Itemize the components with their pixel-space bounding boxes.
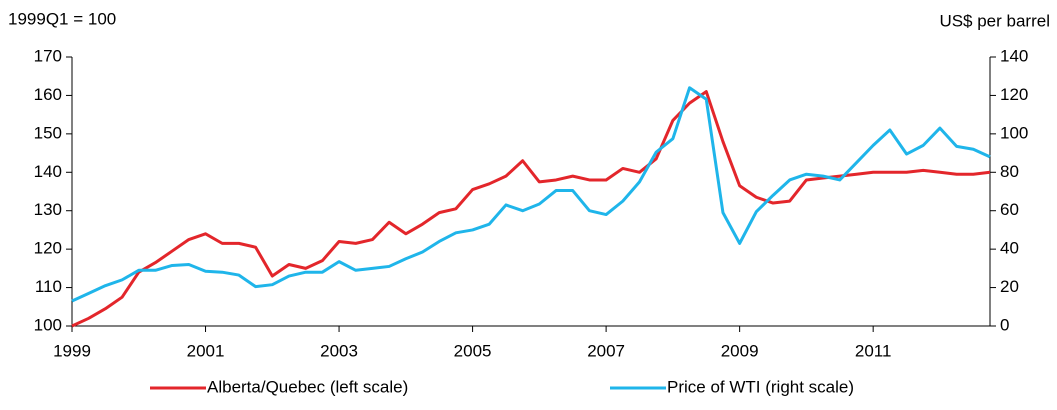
x-tick-label: 2001	[187, 341, 225, 360]
x-tick-label: 2007	[587, 341, 625, 360]
series-line	[71, 86, 991, 303]
y2-tick-label: 20	[1000, 277, 1019, 296]
y2-tick-label: 100	[1000, 123, 1028, 142]
x-tick-label: 2005	[454, 341, 492, 360]
x-tick-label: 2009	[721, 341, 759, 360]
left-axis-label: 1999Q1 = 100	[8, 9, 116, 28]
y-tick-label: 160	[34, 85, 62, 104]
y2-tick-label: 60	[1000, 200, 1019, 219]
y-tick-label: 100	[34, 315, 62, 334]
right-axis-label: US$ per barrel	[939, 11, 1050, 30]
x-tick-label: 2011	[855, 341, 892, 360]
y-tick-label: 140	[34, 162, 62, 181]
legend-label: Alberta/Quebec (left scale)	[207, 377, 408, 396]
y-tick-label: 130	[34, 200, 62, 219]
series-line	[71, 90, 991, 328]
y-tick-label: 110	[35, 277, 62, 296]
y2-tick-label: 120	[1000, 85, 1028, 104]
y2-tick-label: 0	[1000, 315, 1009, 334]
x-tick-label: 1999	[53, 341, 91, 360]
y2-tick-label: 80	[1000, 162, 1019, 181]
y-tick-label: 150	[34, 123, 62, 142]
y2-tick-label: 140	[1000, 46, 1028, 65]
x-tick-label: 2003	[320, 341, 358, 360]
y2-tick-label: 40	[1000, 239, 1019, 258]
y-tick-label: 120	[34, 239, 62, 258]
y-tick-label: 170	[34, 46, 62, 65]
legend-label: Price of WTI (right scale)	[667, 377, 854, 396]
